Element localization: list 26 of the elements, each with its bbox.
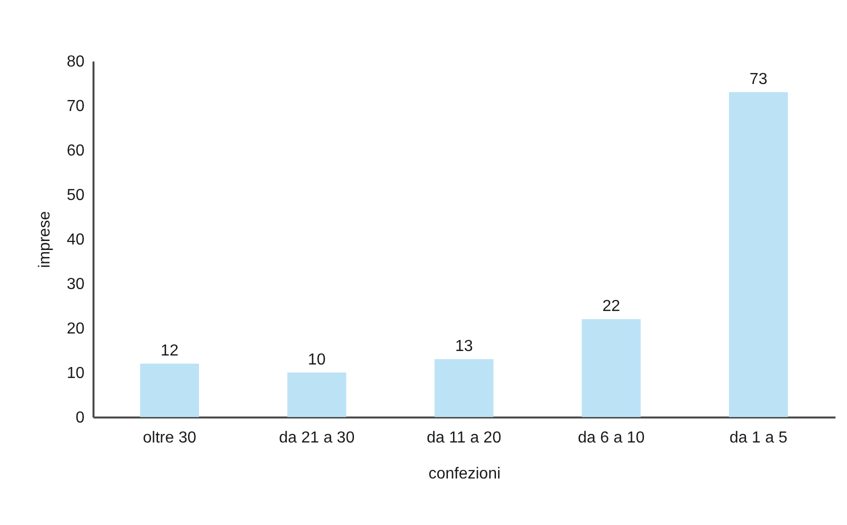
y-tick-label: 80 [66,54,85,70]
data-label: 10 [308,352,326,368]
bar [729,92,788,417]
bar [582,319,641,417]
x-tick-label: da 1 a 5 [730,430,788,446]
data-label: 73 [750,71,768,88]
y-tick-label: 70 [66,98,85,115]
y-tick-label: 40 [66,232,85,248]
bar [287,372,346,417]
x-axis-title: confezioni [428,466,501,482]
y-tick-label: 20 [66,320,85,338]
y-tick-label: 10 [66,365,85,382]
y-tick-label: 50 [66,187,85,204]
y-axis-title: imprese [36,210,54,268]
x-tick-label: da 6 a 10 [578,430,645,446]
data-label: 12 [160,342,179,360]
data-label: 22 [602,298,620,316]
y-tick-label: 60 [66,142,85,160]
bar [434,359,494,417]
x-tick-label: da 11 a 20 [426,430,502,446]
x-tick-label: da 21 a 30 [278,430,355,446]
y-tick-label: 30 [66,276,85,293]
y-tick-label: 0 [76,410,85,426]
data-label: 13 [455,338,473,356]
x-tick-label: oltre 30 [142,430,196,446]
bar [140,364,199,417]
